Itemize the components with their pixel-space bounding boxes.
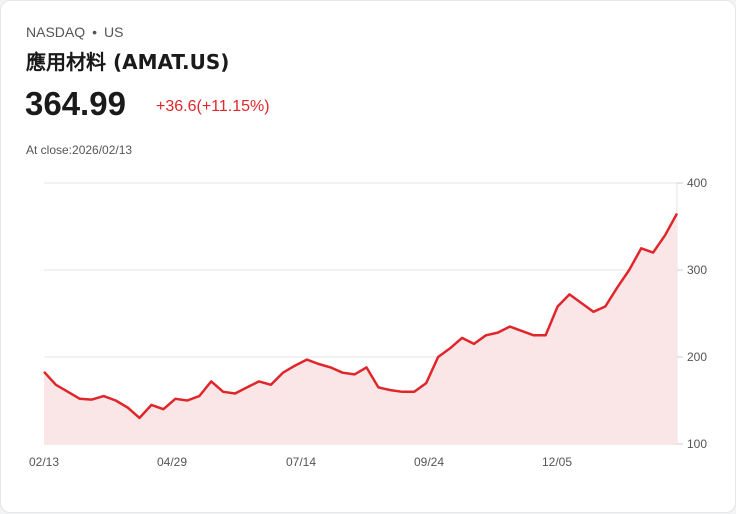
separator-dot: • — [92, 24, 98, 40]
price-line — [43, 212, 679, 420]
x-axis-ticks: 02/13 04/29 07/14 09/24 12/05 — [29, 455, 572, 469]
stock-price: 364.99 — [25, 85, 126, 122]
y-tick-label: 100 — [687, 437, 707, 451]
x-tick-label: 12/05 — [542, 455, 572, 469]
y-tick-label: 200 — [687, 350, 707, 364]
x-tick-label: 09/24 — [414, 455, 444, 469]
x-tick-label: 07/14 — [286, 455, 316, 469]
exchange-name: NASDAQ — [26, 24, 86, 40]
y-axis-ticks: 400 300 200 100 — [687, 176, 707, 451]
price-area — [44, 213, 677, 444]
market-name: US — [104, 24, 124, 40]
close-date: At close:2026/02/13 — [26, 143, 133, 157]
price-change: +36.6(+11.15%) — [156, 98, 270, 115]
stock-name: 應用材料 (AMAT.US) — [26, 50, 230, 74]
y-tick-label: 400 — [687, 176, 707, 190]
y-tick-label: 300 — [687, 263, 707, 277]
x-tick-label: 04/29 — [157, 455, 187, 469]
exchange-line: NASDAQ • US — [26, 24, 123, 40]
x-tick-label: 02/13 — [29, 455, 59, 469]
